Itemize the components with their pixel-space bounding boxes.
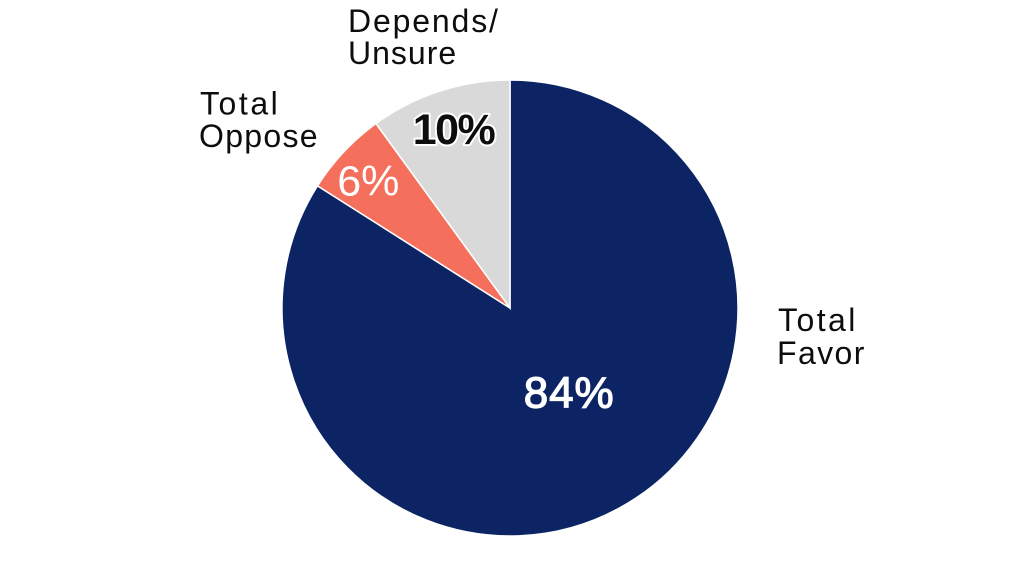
- svg-text:Favor: Favor: [777, 335, 866, 371]
- svg-text:Oppose: Oppose: [199, 118, 319, 154]
- svg-text:6%: 6%: [337, 158, 399, 206]
- svg-text:Unsure: Unsure: [348, 35, 457, 71]
- svg-text:Depends/: Depends/: [348, 3, 500, 39]
- svg-text:Total: Total: [778, 302, 858, 338]
- svg-text:84%: 84%: [524, 368, 615, 417]
- svg-text:Total: Total: [200, 86, 280, 122]
- svg-text:10%: 10%: [413, 106, 496, 154]
